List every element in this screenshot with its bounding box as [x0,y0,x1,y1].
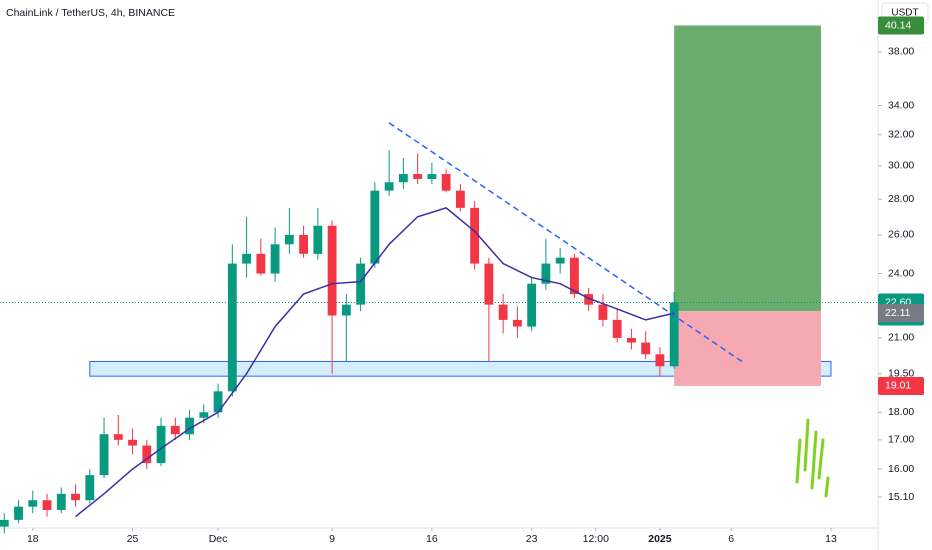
candle-body [541,263,551,284]
x-tick-label: 16 [426,533,438,545]
x-tick-label: 2025 [648,533,672,545]
candle-body [142,445,152,464]
y-tick-label: 19.50 [888,367,914,379]
currency[interactable]: USDT [891,8,918,19]
candle-body [669,302,679,367]
y-tick-label: 15.10 [888,491,914,503]
y-tick-label: 32.00 [888,129,914,141]
candle-body [327,225,337,316]
price-tag [878,304,924,323]
candle-body [627,337,636,343]
candle-body [56,493,66,510]
y-tick-label: 30.00 [888,160,914,172]
candle-body [28,500,38,507]
x-tick-label: 6 [728,533,734,545]
candle-body [99,434,109,476]
y-tick-label: 34.00 [888,99,914,111]
y-tick-label: 38.00 [888,46,914,58]
y-tick-label: 28.00 [888,193,914,205]
price-tag-label: 40.14 [885,19,911,31]
candle-body [641,342,651,355]
candle-body [512,319,522,327]
candle-body [0,519,9,527]
candle-body [199,412,209,418]
x-tick-label: 13 [825,533,837,545]
candle-body [284,234,294,245]
candle-body [427,174,437,179]
candle-body [398,174,408,183]
candle-body [227,263,237,392]
candle-body [170,425,180,435]
y-tick-label: 21.00 [888,332,914,344]
candle-body [356,263,366,305]
candle-body [14,506,23,520]
candle-body [128,439,137,446]
candle-body [185,417,194,435]
candle-body [299,234,309,254]
candle-body [313,225,323,254]
candle-body [71,493,80,501]
candle-body [341,304,351,316]
candle-body [498,304,508,320]
x-tick-label: Dec [209,533,228,545]
candle-body [85,475,95,501]
support-zone [89,360,832,377]
candle-body [612,319,622,338]
candle-body [42,500,52,510]
moving-average [75,207,675,518]
candle-body [242,253,251,264]
candle-body [584,294,594,305]
candle-body [270,244,280,274]
candle-body [569,257,579,295]
candle-body [213,391,223,413]
loss-zone [674,311,821,386]
y-tick-label: 18.00 [888,406,914,418]
trendline [388,122,745,364]
x-tick-label: 18 [27,533,39,545]
y-tick-label: 26.00 [888,229,914,241]
y-tick-label: 17.00 [888,434,914,446]
candle-body [555,257,565,264]
price-tag-label: 22.11 [885,307,911,319]
y-tick-label: 24.00 [888,267,914,279]
price-tag [878,376,924,395]
price-tag-label: 19.01 [885,380,911,392]
x-tick-label: 25 [127,533,139,545]
profit-zone [674,25,821,312]
price-tag [878,16,924,35]
x-tick-label: 9 [329,533,335,545]
candle-body [156,425,166,464]
candle-body [441,174,451,191]
candle-body [256,253,266,274]
candle-body [598,304,608,320]
candle-body [384,182,394,191]
candle-body [370,190,380,264]
candle-body [484,263,494,305]
candle-body [527,283,537,327]
chart-title: ChainLink / TetherUS, 4h, BINANCE [6,7,175,19]
logo [795,418,830,498]
x-tick-label: 23 [526,533,538,545]
y-tick-label: 16.00 [888,463,914,475]
candle-body [470,207,480,264]
candle-body [455,190,465,208]
x-tick-label: 12:00 [583,533,609,545]
candle-body [113,434,123,440]
candle-body [413,174,423,179]
candle-body [655,354,665,367]
